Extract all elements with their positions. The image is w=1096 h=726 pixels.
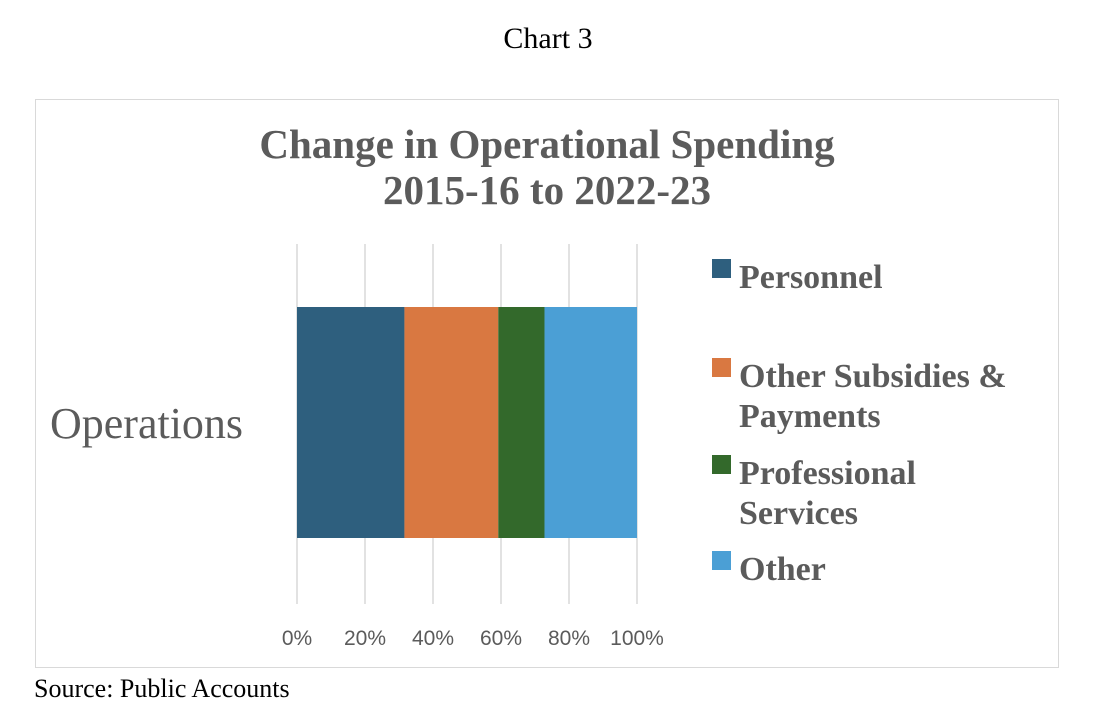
legend-label: Other — [739, 551, 826, 588]
bar-segment-professional-services — [498, 307, 545, 538]
stacked-bar — [297, 307, 637, 538]
x-axis-ticks: 0% 20% 40% 60% 80% 100% — [282, 627, 664, 650]
legend-label-line: Services — [739, 495, 858, 532]
chart-title: Change in Operational Spending — [259, 121, 835, 167]
legend-label: Personnel — [739, 259, 883, 296]
legend-label: Professional Services — [739, 455, 916, 532]
category-label-operations: Operations — [50, 399, 243, 448]
x-tick-label: 0% — [282, 627, 312, 650]
legend-label-line: Other Subsidies & — [739, 358, 1007, 395]
legend-label-line: Personnel — [739, 259, 883, 296]
x-tick-label: 20% — [344, 627, 386, 650]
x-tick-label: 60% — [480, 627, 522, 650]
legend-label-line: Other — [739, 551, 826, 588]
chart-subtitle: 2015-16 to 2022-23 — [383, 167, 711, 213]
legend-label: Other Subsidies & Payments — [739, 358, 1007, 435]
source-note: Source: Public Accounts — [34, 674, 290, 703]
legend-label-line: Payments — [739, 398, 881, 435]
legend-label-line: Professional — [739, 455, 916, 492]
legend-swatch — [712, 358, 731, 377]
legend: Personnel Other Subsidies & Payments Profes… — [712, 259, 1007, 588]
legend-swatch — [712, 259, 731, 278]
bar-segment-other — [544, 307, 637, 538]
x-tick-label: 100% — [610, 627, 664, 650]
legend-swatch — [712, 455, 731, 474]
bar-segment-personnel — [297, 307, 405, 538]
x-tick-label: 80% — [548, 627, 590, 650]
chart-frame — [35, 99, 1059, 668]
bar-segment-other-subsidies-payments — [404, 307, 499, 538]
chart-caption: Chart 3 — [503, 22, 593, 55]
legend-swatch — [712, 551, 731, 570]
x-tick-label: 40% — [412, 627, 454, 650]
